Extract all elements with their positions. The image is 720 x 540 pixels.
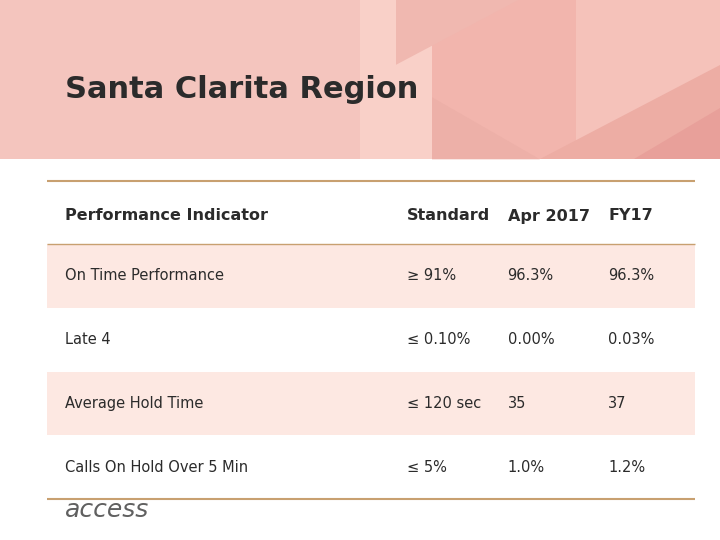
Text: On Time Performance: On Time Performance xyxy=(65,268,224,284)
Text: FY17: FY17 xyxy=(608,208,653,224)
Text: 35: 35 xyxy=(508,396,526,411)
Text: 96.3%: 96.3% xyxy=(508,268,554,284)
Text: Standard: Standard xyxy=(407,208,490,224)
Text: 37: 37 xyxy=(608,396,627,411)
Text: Santa Clarita Region: Santa Clarita Region xyxy=(65,75,418,104)
Polygon shape xyxy=(432,0,576,159)
Polygon shape xyxy=(540,65,720,159)
Text: ≤ 0.10%: ≤ 0.10% xyxy=(407,332,470,347)
Text: Calls On Hold Over 5 Min: Calls On Hold Over 5 Min xyxy=(65,460,248,475)
Polygon shape xyxy=(396,0,518,65)
Polygon shape xyxy=(518,0,720,159)
Text: Late 4: Late 4 xyxy=(65,332,110,347)
Text: Performance Indicator: Performance Indicator xyxy=(65,208,268,224)
Text: 96.3%: 96.3% xyxy=(608,268,654,284)
Polygon shape xyxy=(360,0,518,159)
Text: 0.00%: 0.00% xyxy=(508,332,554,347)
Bar xyxy=(47,308,695,372)
Text: Apr 2017: Apr 2017 xyxy=(508,208,590,224)
Bar xyxy=(47,244,695,308)
Text: access: access xyxy=(65,498,149,522)
Text: ≤ 5%: ≤ 5% xyxy=(407,460,446,475)
Text: 0.03%: 0.03% xyxy=(608,332,654,347)
Polygon shape xyxy=(634,108,720,159)
Text: 1.2%: 1.2% xyxy=(608,460,646,475)
Text: ≤ 120 sec: ≤ 120 sec xyxy=(407,396,481,411)
Bar xyxy=(47,372,695,435)
Text: Average Hold Time: Average Hold Time xyxy=(65,396,203,411)
Text: ≥ 91%: ≥ 91% xyxy=(407,268,456,284)
Text: 1.0%: 1.0% xyxy=(508,460,545,475)
Polygon shape xyxy=(432,97,540,159)
Bar xyxy=(0,0,720,159)
Bar xyxy=(47,435,695,499)
